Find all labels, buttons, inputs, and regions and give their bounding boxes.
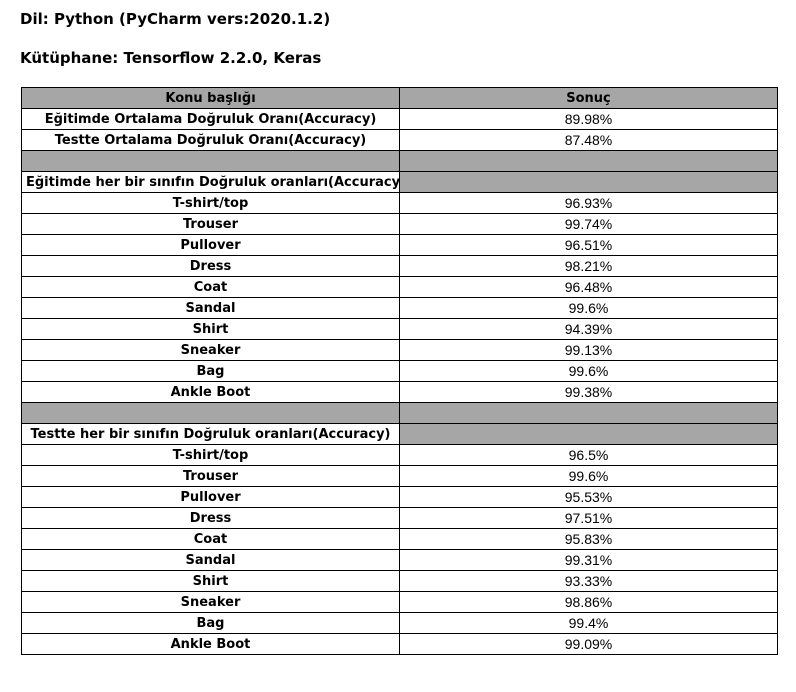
table-row: Sandal 99.6% — [21, 297, 778, 319]
class-accuracy-value: 96.93% — [399, 192, 778, 214]
class-label: Sneaker — [21, 339, 400, 361]
summary-label-test: Testte Ortalama Doğruluk Oranı(Accuracy) — [21, 129, 400, 151]
section-header-row-test: Testte her bir sınıfın Doğruluk oranları… — [21, 423, 778, 445]
spacer-row — [21, 150, 778, 172]
class-accuracy-value: 99.09% — [399, 633, 778, 655]
class-accuracy-value: 99.13% — [399, 339, 778, 361]
section-title-train: Eğitimde her bir sınıfın Doğruluk oranla… — [21, 171, 400, 193]
class-label: Coat — [21, 528, 400, 550]
class-accuracy-value: 95.83% — [399, 528, 778, 550]
class-accuracy-value: 96.48% — [399, 276, 778, 298]
class-accuracy-value: 94.39% — [399, 318, 778, 340]
class-label: Sandal — [21, 297, 400, 319]
summary-value-test: 87.48% — [399, 129, 778, 151]
table-header-row: Konu başlığı Sonuç — [21, 87, 778, 109]
class-accuracy-value: 98.21% — [399, 255, 778, 277]
class-accuracy-value: 93.33% — [399, 570, 778, 592]
class-label: Dress — [21, 255, 400, 277]
class-label: Bag — [21, 360, 400, 382]
language-heading: Dil: Python (PyCharm vers:2020.1.2) — [20, 10, 331, 28]
table-row: T-shirt/top 96.93% — [21, 192, 778, 214]
table-row: Sneaker 98.86% — [21, 591, 778, 613]
class-label: Dress — [21, 507, 400, 529]
table-row: Coat 96.48% — [21, 276, 778, 298]
class-label: Bag — [21, 612, 400, 634]
table-row: Pullover 95.53% — [21, 486, 778, 508]
column-header-result: Sonuç — [399, 87, 778, 109]
class-accuracy-value: 96.5% — [399, 444, 778, 466]
class-accuracy-value: 99.31% — [399, 549, 778, 571]
table-row: Bag 99.6% — [21, 360, 778, 382]
section-header-row-train: Eğitimde her bir sınıfın Doğruluk oranla… — [21, 171, 778, 193]
class-accuracy-value: 99.6% — [399, 465, 778, 487]
table-row: Shirt 94.39% — [21, 318, 778, 340]
table-row: Sandal 99.31% — [21, 549, 778, 571]
table-row: Shirt 93.33% — [21, 570, 778, 592]
summary-label-train: Eğitimde Ortalama Doğruluk Oranı(Accurac… — [21, 108, 400, 130]
column-header-topic: Konu başlığı — [21, 87, 400, 109]
results-table: Konu başlığı Sonuç Eğitimde Ortalama Doğ… — [21, 87, 778, 655]
table-row: Pullover 96.51% — [21, 234, 778, 256]
table-row: Ankle Boot 99.38% — [21, 381, 778, 403]
table-row: Sneaker 99.13% — [21, 339, 778, 361]
class-label: Sneaker — [21, 591, 400, 613]
class-accuracy-value: 97.51% — [399, 507, 778, 529]
spacer-cell — [399, 150, 778, 172]
class-accuracy-value: 99.6% — [399, 360, 778, 382]
class-label: Sandal — [21, 549, 400, 571]
section-fill-cell — [399, 423, 778, 445]
table-row: T-shirt/top 96.5% — [21, 444, 778, 466]
spacer-cell — [21, 150, 400, 172]
class-accuracy-value: 99.4% — [399, 612, 778, 634]
table-row: Testte Ortalama Doğruluk Oranı(Accuracy)… — [21, 129, 778, 151]
spacer-row — [21, 402, 778, 424]
class-label: Trouser — [21, 213, 400, 235]
class-accuracy-value: 95.53% — [399, 486, 778, 508]
library-heading: Kütüphane: Tensorflow 2.2.0, Keras — [20, 49, 322, 67]
class-label: Pullover — [21, 234, 400, 256]
table-row: Trouser 99.74% — [21, 213, 778, 235]
spacer-cell — [21, 402, 400, 424]
class-label: Trouser — [21, 465, 400, 487]
table-row: Coat 95.83% — [21, 528, 778, 550]
section-title-test: Testte her bir sınıfın Doğruluk oranları… — [21, 423, 400, 445]
class-label: Coat — [21, 276, 400, 298]
section-fill-cell — [399, 171, 778, 193]
table-row: Ankle Boot 99.09% — [21, 633, 778, 655]
class-accuracy-value: 98.86% — [399, 591, 778, 613]
class-label: Ankle Boot — [21, 381, 400, 403]
class-label: Shirt — [21, 570, 400, 592]
table-row: Dress 98.21% — [21, 255, 778, 277]
table-row: Bag 99.4% — [21, 612, 778, 634]
class-accuracy-value: 96.51% — [399, 234, 778, 256]
class-label: Shirt — [21, 318, 400, 340]
class-label: T-shirt/top — [21, 444, 400, 466]
train-rows: T-shirt/top 96.93% Trouser 99.74% Pullover 96… — [21, 192, 778, 403]
class-label: Pullover — [21, 486, 400, 508]
table-row: Dress 97.51% — [21, 507, 778, 529]
class-label: T-shirt/top — [21, 192, 400, 214]
summary-value-train: 89.98% — [399, 108, 778, 130]
table-row: Eğitimde Ortalama Doğruluk Oranı(Accurac… — [21, 108, 778, 130]
table-row: Trouser 99.6% — [21, 465, 778, 487]
class-accuracy-value: 99.38% — [399, 381, 778, 403]
class-label: Ankle Boot — [21, 633, 400, 655]
spacer-cell — [399, 402, 778, 424]
class-accuracy-value: 99.74% — [399, 213, 778, 235]
test-rows: T-shirt/top 96.5% Trouser 99.6% Pullover 95.5… — [21, 444, 778, 655]
class-accuracy-value: 99.6% — [399, 297, 778, 319]
